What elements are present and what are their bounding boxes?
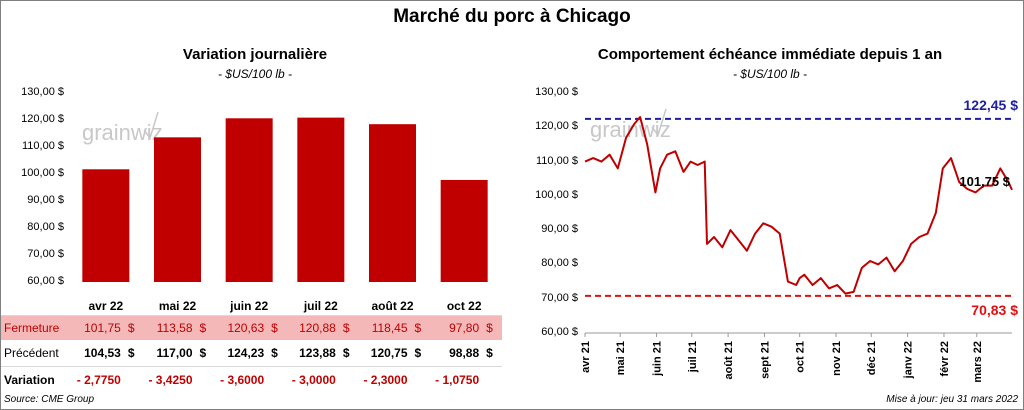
x-tick-label: août 21	[723, 341, 735, 380]
unit-label: $	[414, 321, 422, 335]
precedent-cell: 120,75	[370, 346, 408, 360]
precedent-cell: 104,53	[84, 346, 121, 360]
precedent-cell: 117,00	[156, 346, 193, 360]
watermark-mark	[143, 111, 159, 140]
unit-label: $	[127, 321, 135, 335]
unit-label: $	[342, 346, 350, 360]
y-tick-label: 80,00 $	[541, 257, 578, 270]
x-tick-label: juil 22	[303, 299, 338, 313]
unit-label: $	[486, 346, 493, 360]
table-bottom-divider	[1, 366, 502, 367]
y-tick-label: 60,00 $	[541, 326, 578, 338]
x-tick-label: avr 22	[88, 299, 124, 313]
y-tick-label: 130,00 $	[21, 86, 64, 98]
y-tick-label: 90,00 $	[27, 194, 64, 206]
y-tick-label: 60,00 $	[27, 275, 64, 287]
precedent-cell: 98,88	[449, 346, 480, 360]
fermeture-cell: 113,58	[156, 321, 193, 335]
watermark-mark	[651, 108, 667, 137]
watermark-text: grainwiz	[82, 120, 163, 145]
y-tick-label: 70,00 $	[27, 248, 64, 260]
price-line	[584, 116, 1013, 295]
y-tick-label: 130,00 $	[535, 86, 578, 98]
left-chart-subtitle: - $US/100 lb -	[217, 67, 293, 81]
right-chart-title: Comportement échéance immédiate depuis 1…	[597, 46, 943, 63]
x-tick-label: sept 21	[759, 341, 771, 379]
row-label-variation: Variation	[4, 373, 55, 387]
unit-label: $	[414, 346, 422, 360]
fermeture-cell: 118,45	[371, 321, 408, 335]
unit-label: $	[271, 346, 278, 360]
x-tick-label: mars 22	[972, 341, 984, 383]
y-tick-label: 120,00 $	[535, 120, 578, 133]
variation-cell: - 2,3000	[363, 373, 408, 387]
fermeture-cell: 97,80	[449, 321, 480, 335]
right-chart-subtitle: - $US/100 lb -	[732, 67, 808, 81]
x-tick-label: mai 21	[615, 341, 627, 375]
x-tick-label: déc 21	[866, 341, 878, 375]
unit-label: $	[342, 321, 350, 335]
update-note: Mise à jour: jeu 31 mars 2022	[886, 394, 1018, 405]
high-label: 122,45 $	[963, 97, 1019, 113]
bar	[297, 117, 345, 283]
variation-cell: - 2,7750	[76, 373, 121, 387]
bar	[440, 179, 488, 282]
bar	[369, 124, 416, 282]
y-tick-label: 100,00 $	[21, 167, 64, 179]
x-tick-label: juin 22	[230, 299, 269, 313]
last-value-label: 101,75 $	[959, 174, 1010, 189]
x-tick-label: août 22	[371, 299, 414, 313]
y-tick-label: 80,00 $	[27, 221, 64, 233]
y-tick-label: 110,00 $	[21, 140, 64, 152]
fermeture-cell: 120,63	[227, 321, 265, 335]
x-tick-label: oct 22	[446, 299, 482, 313]
x-tick-label: juil 21	[687, 341, 699, 373]
y-tick-label: 90,00 $	[541, 223, 578, 236]
main-title: Marché du porc à Chicago	[393, 6, 631, 27]
right-watermark: grainwiz	[590, 108, 671, 142]
left-chart-title: Variation journalière	[182, 46, 328, 63]
fermeture-row-highlight	[1, 315, 502, 340]
precedent-cell: 123,88	[299, 346, 336, 360]
table-top-divider	[1, 315, 502, 316]
variation-cell: - 1,0750	[435, 373, 480, 387]
variation-cell: - 3,4250	[148, 373, 193, 387]
x-tick-label: mai 22	[158, 299, 197, 313]
unit-label: $	[127, 346, 135, 360]
fermeture-cell: 101,75	[84, 321, 121, 335]
x-tick-label: févr 22	[939, 341, 951, 376]
x-tick-label: avr 21	[580, 341, 592, 373]
row-label-precedent: Précédent	[4, 346, 59, 360]
precedent-cell: 124,23	[227, 346, 265, 360]
variation-cell: - 3,0000	[291, 373, 336, 387]
y-tick-label: 110,00 $	[535, 154, 578, 167]
source-note: Source: CME Group	[4, 394, 95, 405]
unit-label: $	[486, 321, 493, 335]
bar-chart: grainwiz	[82, 111, 488, 283]
y-tick-label: 70,00 $	[541, 291, 578, 304]
unit-label: $	[199, 321, 207, 335]
y-tick-label: 100,00 $	[535, 188, 578, 201]
x-tick-label: janv 22	[903, 341, 915, 379]
y-tick-label: 120,00 $	[21, 113, 64, 125]
row-label-fermeture: Fermeture	[4, 321, 60, 335]
bar	[154, 137, 201, 282]
left-watermark: grainwiz	[82, 111, 163, 145]
unit-label: $	[199, 346, 207, 360]
variation-cell: - 3,6000	[220, 373, 265, 387]
bar	[225, 118, 273, 282]
fermeture-cell: 120,88	[299, 321, 336, 335]
bar	[82, 169, 130, 282]
x-tick-label: oct 21	[795, 341, 807, 373]
x-tick-label: nov 21	[831, 341, 843, 376]
unit-label: $	[271, 321, 278, 335]
x-tick-label: juin 21	[652, 341, 664, 377]
low-label: 70,83 $	[971, 302, 1018, 318]
